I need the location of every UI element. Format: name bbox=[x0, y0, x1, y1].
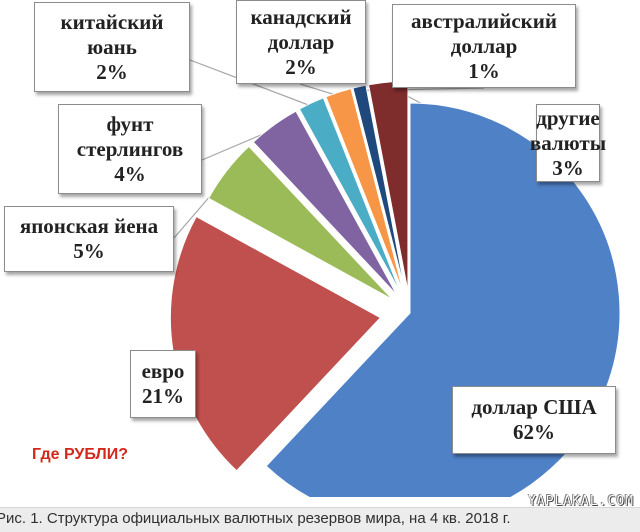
data-label-value: 62% bbox=[513, 420, 555, 444]
data-label-category: валюты bbox=[529, 130, 607, 155]
pie-slice-5 bbox=[325, 88, 404, 293]
data-label-category: доллар bbox=[267, 29, 335, 54]
data-label-category: стерлингов bbox=[76, 136, 184, 161]
data-label-category: доллар bbox=[450, 33, 518, 58]
data-label-category: доллар США bbox=[471, 395, 597, 419]
pie-slice-3 bbox=[252, 110, 398, 296]
data-label-category: китайский bbox=[60, 9, 164, 34]
data-label-category: канадский bbox=[250, 4, 352, 29]
data-label-category: австралийский bbox=[411, 8, 557, 33]
annotation-text: Где РУБЛИ? bbox=[32, 446, 128, 463]
data-label-category: фунт bbox=[106, 111, 154, 136]
pie-slice-4 bbox=[298, 97, 402, 294]
data-label-value: 2% bbox=[96, 59, 128, 84]
data-label-7: другие валюты 3% bbox=[530, 104, 606, 182]
pie-slice-6 bbox=[352, 84, 406, 292]
data-label-5: канадский доллар 2% bbox=[236, 0, 366, 84]
data-label-6: австралийский доллар 1% bbox=[392, 4, 576, 88]
data-label-value: 1% bbox=[468, 58, 500, 83]
data-label-3: фунт стерлингов 4% bbox=[58, 104, 202, 194]
watermark: YAPLAKAL.COM bbox=[528, 494, 634, 509]
data-label-value: 5% bbox=[73, 239, 105, 263]
pie-chart: доллар США 62% евро 21% японская йена 5% фунт с… bbox=[4, 0, 621, 497]
data-label-0: доллар США 62% bbox=[452, 386, 616, 454]
data-label-1: евро 21% bbox=[130, 350, 196, 418]
data-label-value: 21% bbox=[142, 384, 184, 408]
data-label-4: китайский юань 2% bbox=[34, 2, 190, 92]
data-label-category: японская йена bbox=[19, 214, 159, 238]
figure-caption: Рис. 1. Структура официальных валютных р… bbox=[0, 510, 511, 527]
pie-slice-2 bbox=[207, 145, 393, 300]
data-label-value: 4% bbox=[114, 161, 146, 186]
data-label-value: 2% bbox=[285, 54, 317, 79]
caption-bar bbox=[0, 507, 640, 532]
data-label-category: евро bbox=[141, 359, 185, 383]
data-label-value: 3% bbox=[552, 155, 584, 180]
pie-chart-svg bbox=[169, 59, 621, 497]
data-label-2: японская йена 5% bbox=[4, 206, 174, 272]
data-label-category: другие bbox=[536, 105, 600, 130]
data-label-category: юань bbox=[87, 34, 137, 59]
